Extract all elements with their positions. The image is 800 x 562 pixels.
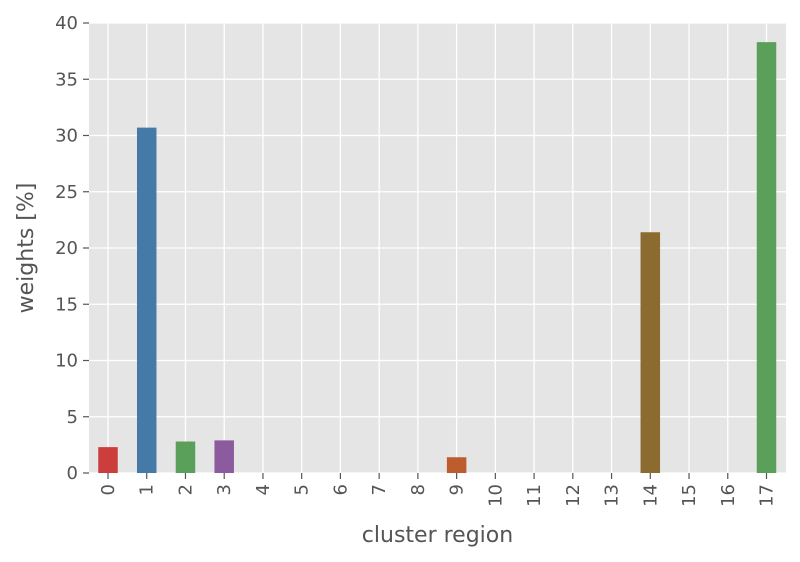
x-tick-label: 17 (757, 484, 778, 507)
y-tick-label: 10 (55, 351, 78, 372)
x-tick-label: 10 (485, 484, 506, 507)
bar-cluster-14 (640, 232, 661, 473)
y-tick-label: 35 (55, 69, 78, 90)
x-tick-label: 6 (330, 484, 351, 495)
x-axis-ticks: 0 1 2 3 4 5 6 7 8 9 10 11 12 13 14 15 16 17 (98, 473, 778, 507)
x-tick-label: 16 (718, 484, 739, 507)
x-axis-label: cluster region (362, 523, 513, 548)
y-tick-label: 40 (55, 13, 78, 34)
x-tick-label: 15 (679, 484, 700, 507)
y-tick-label: 5 (67, 407, 78, 428)
x-tick-label: 8 (408, 484, 429, 495)
y-axis-label: weights [%] (14, 183, 39, 314)
x-tick-label: 11 (524, 484, 545, 507)
bar-cluster-2 (175, 441, 196, 473)
x-tick-label: 14 (640, 484, 661, 507)
x-tick-label: 7 (369, 484, 390, 495)
x-tick-label: 2 (175, 484, 196, 495)
bar-cluster-17 (756, 42, 777, 473)
x-tick-label: 5 (292, 484, 313, 495)
bar-cluster-1 (136, 127, 157, 473)
x-tick-label: 0 (98, 484, 119, 495)
y-tick-label: 25 (55, 182, 78, 203)
bars (98, 42, 777, 473)
y-tick-label: 15 (55, 294, 78, 315)
x-tick-label: 3 (214, 484, 235, 495)
bar-cluster-0 (98, 447, 118, 473)
x-tick-label: 12 (563, 484, 584, 507)
bar-cluster-9 (446, 457, 467, 473)
x-tick-label: 13 (602, 484, 623, 507)
x-tick-label: 1 (137, 484, 158, 495)
y-axis-ticks: 0 5 10 15 20 25 30 35 40 (55, 13, 89, 484)
y-tick-label: 20 (55, 238, 78, 259)
y-tick-label: 30 (55, 126, 78, 147)
bar-cluster-3 (214, 440, 234, 473)
y-tick-label: 0 (67, 463, 78, 484)
x-tick-label: 9 (447, 484, 468, 495)
x-tick-label: 4 (253, 484, 274, 495)
